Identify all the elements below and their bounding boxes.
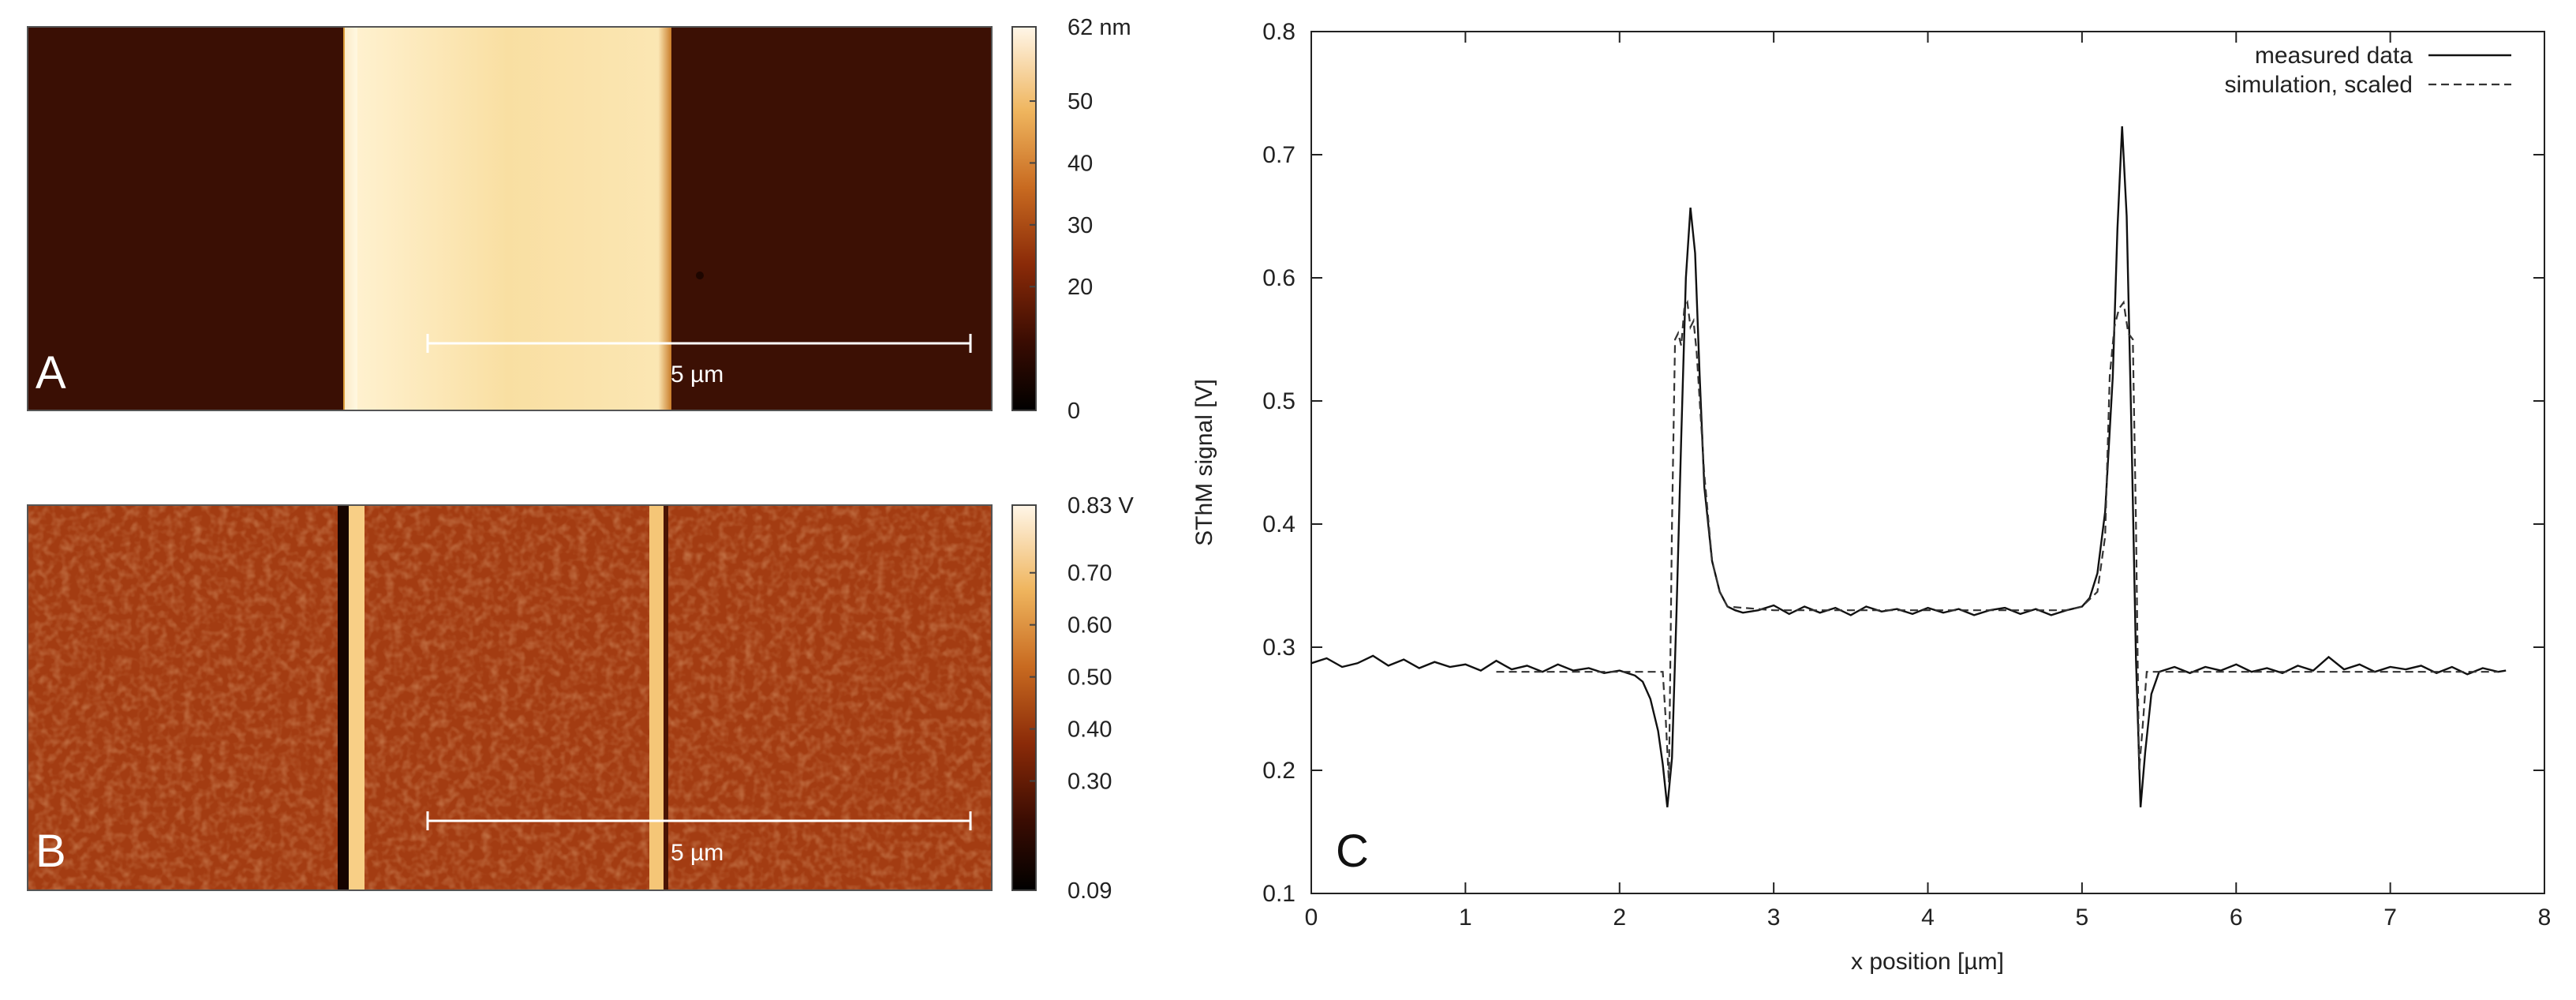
y-tick-label: 0.5 [1262,388,1295,414]
panel-a-colorbar-tick-label: 62 nm [1067,15,1131,40]
panel-c-letter: C [1336,826,1369,877]
panel-b-colorbar-tick-label: 0.60 [1067,613,1112,639]
panel-b-frame [27,504,993,891]
panel-a-strip-left-edge [345,27,357,410]
panel-b-scalebar-label: 5 µm [671,840,723,866]
panel-a-colorbar-ticks: 62 nm 50 40 30 20 0 [1030,15,1131,424]
y-tick-label: 0.3 [1262,635,1295,661]
panel-b-colorbar-tick-label: 0.50 [1067,665,1112,691]
panel-b-letter: B [36,826,66,877]
panel-b-bright-edge-left [349,505,365,890]
y-axis-label: SThM signal [V] [1191,379,1217,546]
panel-c-chart: 0 1 2 3 4 5 6 7 8 0.1 0.2 0.3 0.4 0.5 0.6 0.7 0.8 x pos… [1191,19,2551,975]
panel-b-grain-texture [28,505,992,890]
panel-b-colorbar-tick-label: 0.09 [1067,878,1112,904]
y-tick-label: 0.6 [1262,265,1295,291]
panel-a-left-substrate [28,27,343,410]
panel-a-colorbar-tick-label: 30 [1067,213,1093,238]
panel-b-colorbar-tick-label: 0.83 V [1067,493,1134,519]
panel-b: 5 µm B 0.83 V 0.70 0.60 0.50 0.40 0.30 0.09 [27,493,1134,904]
y-tick-label: 0.1 [1262,881,1295,907]
y-tick-label: 0.7 [1262,142,1295,168]
x-tick-label: 5 [2076,904,2089,931]
panel-b-bright-edge-right [649,505,664,890]
panel-a-metal-strip [343,27,671,410]
panel-a-colorbar-tick-label: 20 [1067,275,1093,300]
y-tick-label: 0.2 [1262,758,1295,784]
legend-label-simulation-scaled: simulation, scaled [2225,72,2413,98]
panel-b-colorbar-tick-label: 0.40 [1067,717,1112,743]
x-tick-label: 4 [1921,904,1935,931]
panel-b-colorbar [1011,504,1037,891]
y-axis-ticks: 0.1 0.2 0.3 0.4 0.5 0.6 0.7 0.8 [1262,19,2544,907]
series-line-simulation-scaled [1496,299,2499,783]
panel-b-dark-edge-left [338,505,349,890]
panel-a-letter: A [36,347,66,399]
x-tick-label: 6 [2230,904,2243,931]
panel-a-colorbar-tick-label: 50 [1067,89,1093,114]
y-tick-label: 0.8 [1262,19,1295,45]
x-tick-label: 3 [1767,904,1781,931]
panel-b-colorbar-tick-label: 0.70 [1067,561,1112,586]
x-tick-label: 8 [2538,904,2552,931]
y-tick-label: 0.4 [1262,511,1295,537]
panel-a-frame [27,26,993,411]
series-line-measured-data [1311,126,2507,807]
panel-a-colorbar-tick-label: 0 [1067,399,1080,424]
x-axis-ticks: 0 1 2 3 4 5 6 7 8 [1305,32,2552,931]
panel-b-colorbar-ticks: 0.83 V 0.70 0.60 0.50 0.40 0.30 0.09 [1030,493,1134,904]
plot-area-frame [1310,31,2545,894]
panel-a-colorbar-tick-label: 40 [1067,151,1093,176]
panel-a-scalebar-label: 5 µm [671,361,723,388]
panel-a: 5 µm A 62 nm 50 40 30 20 0 [27,15,1131,424]
x-axis-label: x position [µm] [1851,949,2004,975]
x-tick-label: 1 [1459,904,1472,931]
panel-a-defect-dot [696,272,704,279]
legend: measured data simulation, scaled [2225,43,2511,98]
panel-a-colorbar [1011,26,1037,411]
panel-b-dark-edge-right [664,505,668,890]
legend-label-measured-data: measured data [2255,43,2413,69]
x-tick-label: 7 [2383,904,2397,931]
x-tick-label: 0 [1305,904,1318,931]
panel-b-colorbar-tick-label: 0.30 [1067,770,1112,795]
x-tick-label: 2 [1613,904,1626,931]
